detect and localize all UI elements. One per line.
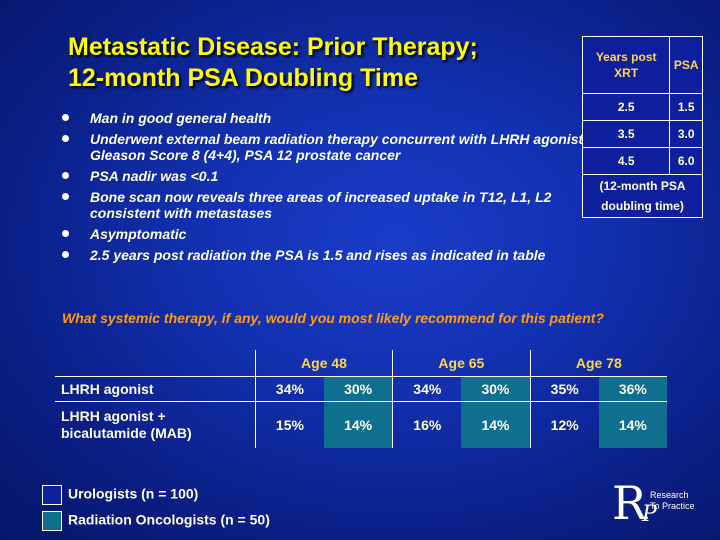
- urologist-value: 15%: [254, 401, 325, 448]
- logo-p-glyph: P: [642, 502, 657, 527]
- bullet-dot-icon: [62, 230, 69, 237]
- results-table: Age 48 Age 65 Age 78 LHRH agonist 34% 30…: [55, 350, 667, 448]
- urologist-value: 16%: [392, 401, 462, 448]
- research-to-practice-logo: R P Research To Practice: [612, 476, 718, 536]
- logo-text: Research To Practice: [650, 490, 695, 511]
- urologist-value: 35%: [529, 376, 599, 402]
- psa-header-years: Years post XRT: [581, 36, 671, 94]
- table-row: LHRH agonist 34% 30% 34% 30% 35% 36%: [55, 376, 667, 402]
- radiation-value: 14%: [461, 401, 531, 448]
- radiation-value: 14%: [598, 401, 667, 448]
- legend-radiation: Radiation Oncologists (n = 50): [42, 511, 270, 531]
- row-label: LHRH agonist: [55, 376, 256, 402]
- age-header: Age 78: [529, 350, 667, 377]
- table-row: 2.5 1.5: [581, 93, 703, 121]
- logo-r-glyph: R: [612, 476, 647, 530]
- bullet-dot-icon: [62, 251, 69, 258]
- radiation-value: 14%: [324, 401, 393, 448]
- bullet-item: PSA nadir was <0.1: [60, 168, 620, 184]
- title-line-2: 12-month PSA Doubling Time: [68, 64, 419, 92]
- bullet-dot-icon: [62, 193, 69, 200]
- bullet-item: Man in good general health: [60, 110, 620, 126]
- survey-question: What systemic therapy, if any, would you…: [62, 310, 604, 326]
- radiation-value: 30%: [461, 376, 531, 402]
- table-row: 4.5 6.0: [581, 147, 703, 175]
- slide-title: Metastatic Disease: Prior Therapy; 12-mo…: [68, 32, 568, 94]
- bullet-item: Underwent external beam radiation therap…: [60, 131, 620, 163]
- psa-note: (12-month PSA doubling time): [582, 174, 703, 218]
- results-header-row: Age 48 Age 65 Age 78: [55, 350, 667, 377]
- title-line-1: Metastatic Disease: Prior Therapy;: [68, 33, 478, 61]
- case-bullets: Man in good general health Underwent ext…: [60, 110, 620, 268]
- urologist-value: 34%: [254, 376, 325, 402]
- row-label: LHRH agonist + bicalutamide (MAB): [61, 408, 192, 441]
- radiation-value: 36%: [598, 376, 667, 402]
- bullet-item: Asymptomatic: [60, 226, 620, 242]
- psa-table: Years post XRT PSA 2.5 1.5 3.5 3.0 4.5 6…: [581, 36, 703, 218]
- table-row: LHRH agonist + bicalutamide (MAB) 15% 14…: [55, 401, 667, 448]
- urologist-value: 34%: [392, 376, 462, 402]
- legend-swatch-radiation: [42, 511, 62, 531]
- age-header: Age 65: [392, 350, 531, 377]
- urologist-value: 12%: [529, 401, 599, 448]
- age-header: Age 48: [254, 350, 393, 377]
- psa-header-psa: PSA: [669, 36, 703, 94]
- legend-urologists: Urologists (n = 100): [42, 485, 198, 505]
- table-row: 3.5 3.0: [581, 120, 703, 148]
- bullet-dot-icon: [62, 135, 69, 142]
- legend-swatch-urologists: [42, 485, 62, 505]
- bullet-dot-icon: [62, 172, 69, 179]
- bullet-item: 2.5 years post radiation the PSA is 1.5 …: [60, 247, 620, 263]
- bullet-dot-icon: [62, 114, 69, 121]
- bullet-item: Bone scan now reveals three areas of inc…: [60, 189, 620, 221]
- radiation-value: 30%: [324, 376, 393, 402]
